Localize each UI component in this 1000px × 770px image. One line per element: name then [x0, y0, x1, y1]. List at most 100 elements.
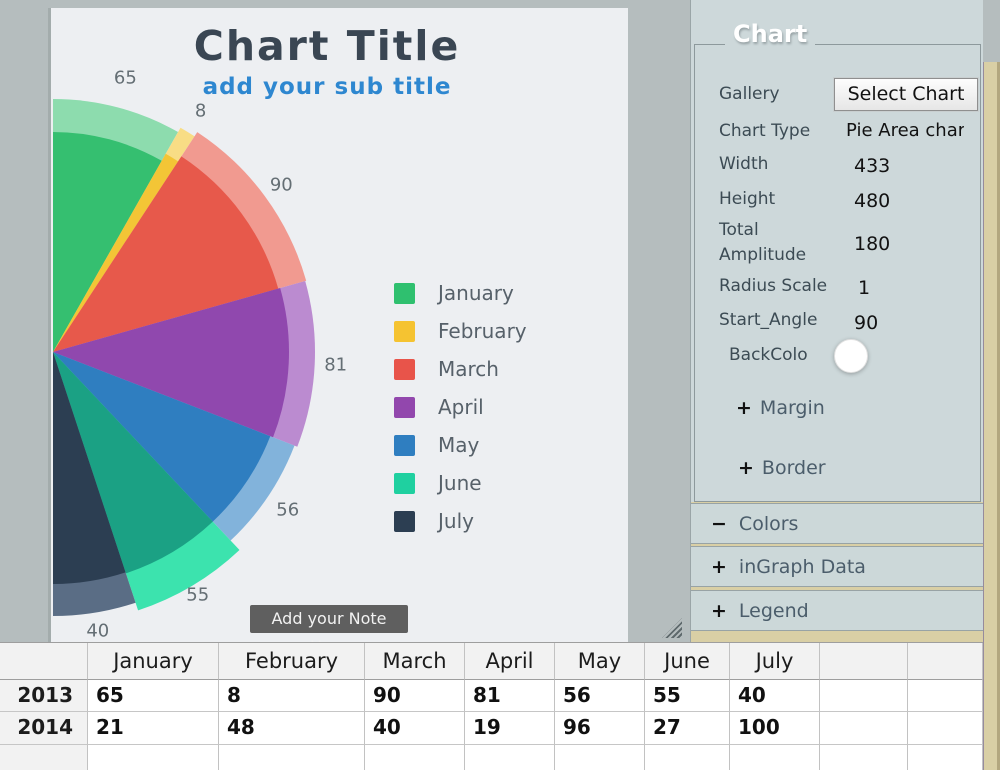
table-cell[interactable]: 56: [555, 680, 645, 712]
table-header-empty[interactable]: [820, 643, 908, 680]
note-tooltip[interactable]: Add your Note Here: [250, 605, 408, 642]
legend-label: May: [438, 433, 480, 457]
legend-item-june[interactable]: June: [394, 464, 527, 502]
table-cell[interactable]: 21: [88, 712, 219, 745]
start-angle-value[interactable]: 90: [854, 312, 879, 334]
legend-item-july[interactable]: July: [394, 502, 527, 540]
pie-slice-solid-june[interactable]: [53, 352, 213, 574]
chart-type-value[interactable]: Pie Area chart: [846, 120, 964, 141]
table-cell[interactable]: [555, 745, 645, 770]
plus-icon[interactable]: +: [736, 397, 752, 419]
table-cell[interactable]: [908, 712, 983, 745]
legend-swatch-march[interactable]: [394, 358, 415, 380]
legend-label: April: [438, 395, 484, 419]
page-right-edge: [983, 62, 1000, 770]
pie-slice-solid-may[interactable]: [53, 352, 271, 522]
slice-value-label-march: 90: [269, 174, 293, 196]
gallery-label: Gallery: [719, 84, 780, 104]
width-value[interactable]: 433: [854, 155, 891, 177]
table-cell[interactable]: 19: [465, 712, 555, 745]
legend-label: June: [438, 471, 482, 495]
legend-item-may[interactable]: May: [394, 426, 527, 464]
minus-icon[interactable]: −: [711, 512, 727, 535]
slice-value-label-july: 40: [86, 620, 110, 642]
table-header-may[interactable]: May: [555, 643, 645, 680]
table-header-february[interactable]: February: [219, 643, 365, 680]
table-cell[interactable]: [820, 680, 908, 712]
table-cell[interactable]: [908, 745, 983, 770]
table-cell[interactable]: 81: [465, 680, 555, 712]
table-header-april[interactable]: April: [465, 643, 555, 680]
legend-swatch-april[interactable]: [394, 396, 415, 418]
table-cell[interactable]: [465, 745, 555, 770]
select-chart-button[interactable]: Select Chart: [834, 78, 978, 111]
margin-collapsible[interactable]: + Margin: [736, 397, 825, 419]
chart-canvas[interactable]: Chart Title add your sub title 65 8 90 81 56…: [48, 8, 628, 642]
backcolor-swatch[interactable]: [834, 339, 868, 373]
table-cell[interactable]: 27: [645, 712, 730, 745]
plus-icon[interactable]: +: [738, 457, 754, 479]
table-cell[interactable]: [645, 745, 730, 770]
table-cell[interactable]: 100: [730, 712, 820, 745]
plus-icon[interactable]: +: [711, 599, 727, 622]
pie-slice-solid-march[interactable]: [53, 156, 279, 352]
table-cell[interactable]: 40: [365, 712, 465, 745]
table-row-header-2013[interactable]: 2013: [0, 680, 88, 712]
slice-value-label-june: 55: [186, 584, 210, 606]
total-amplitude-value[interactable]: 180: [854, 233, 891, 255]
legend-item-january[interactable]: January: [394, 274, 527, 312]
table-cell[interactable]: [820, 712, 908, 745]
table-header-empty[interactable]: [0, 643, 88, 680]
radius-scale-label: Radius Scale: [719, 276, 828, 296]
width-label: Width: [719, 154, 769, 174]
height-value[interactable]: 480: [854, 190, 891, 212]
height-label: Height: [719, 189, 776, 209]
pie-slice-solid-july[interactable]: [53, 352, 126, 584]
border-collapsible[interactable]: + Border: [738, 457, 826, 479]
legend-swatch-february[interactable]: [394, 320, 415, 342]
table-cell[interactable]: 48: [219, 712, 365, 745]
chart-type-label: Chart Type: [719, 121, 811, 141]
legend-item-april[interactable]: April: [394, 388, 527, 426]
section-legend[interactable]: + Legend: [691, 590, 984, 631]
table-row-header-2014[interactable]: 2014: [0, 712, 88, 745]
table-cell[interactable]: [908, 680, 983, 712]
legend-label: February: [438, 319, 527, 343]
table-cell[interactable]: [219, 745, 365, 770]
slice-value-label-april: 81: [324, 354, 348, 376]
resize-grip-icon[interactable]: [662, 618, 682, 638]
table-header-empty[interactable]: [908, 643, 983, 680]
table-header-march[interactable]: March: [365, 643, 465, 680]
slice-value-label-february: 8: [194, 100, 207, 122]
table-header-january[interactable]: January: [88, 643, 219, 680]
plus-icon[interactable]: +: [711, 555, 727, 578]
data-table[interactable]: January February March April May June July 2013…: [0, 642, 983, 770]
table-cell[interactable]: 90: [365, 680, 465, 712]
legend-swatch-january[interactable]: [394, 282, 415, 304]
table-row-header-empty[interactable]: [0, 745, 88, 770]
section-ingraph-data[interactable]: + inGraph Data: [691, 546, 984, 587]
table-cell[interactable]: 55: [645, 680, 730, 712]
table-header-june[interactable]: June: [645, 643, 730, 680]
table-cell[interactable]: 96: [555, 712, 645, 745]
section-colors[interactable]: − Colors: [691, 503, 984, 544]
pie-slice-solid-january[interactable]: [53, 132, 162, 352]
legend-swatch-may[interactable]: [394, 434, 415, 456]
radius-scale-value[interactable]: 1: [858, 277, 871, 299]
pie-slice-solid-april[interactable]: [53, 288, 289, 438]
legend-item-march[interactable]: March: [394, 350, 527, 388]
table-cell[interactable]: 40: [730, 680, 820, 712]
table-cell[interactable]: [730, 745, 820, 770]
legend-item-february[interactable]: February: [394, 312, 527, 350]
legend-swatch-july[interactable]: [394, 510, 415, 532]
table-header-july[interactable]: July: [730, 643, 820, 680]
table-cell[interactable]: [365, 745, 465, 770]
table-cell[interactable]: 65: [88, 680, 219, 712]
pie-chart[interactable]: [51, 8, 628, 642]
table-cell[interactable]: 8: [219, 680, 365, 712]
pie-slice-solid-february[interactable]: [53, 153, 179, 352]
table-cell[interactable]: [820, 745, 908, 770]
chart-groupbox-border: [694, 44, 981, 502]
table-cell[interactable]: [88, 745, 219, 770]
legend-swatch-june[interactable]: [394, 472, 415, 494]
